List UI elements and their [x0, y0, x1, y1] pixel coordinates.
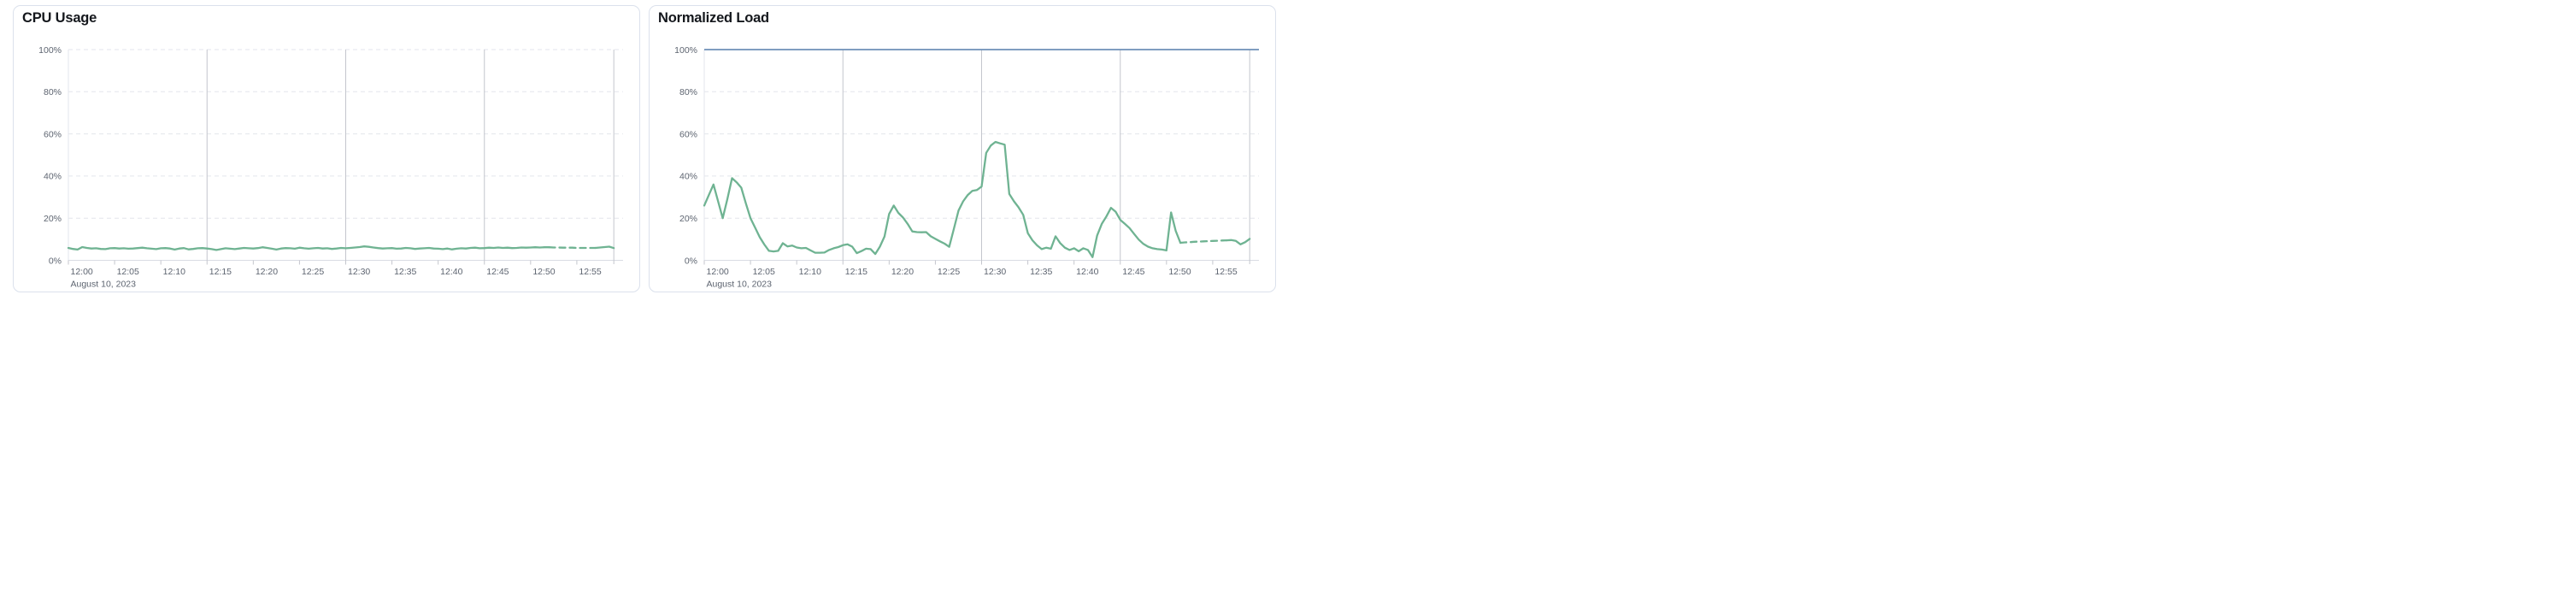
y-tick-label: 20% — [679, 214, 697, 224]
y-tick-label: 100% — [674, 45, 697, 56]
x-tick-label: 12:55 — [579, 267, 601, 277]
cpu-usage-chart[interactable]: 100% 80% 60% 40% 20% 0% 12:00 12:05 12:10 12:15 12… — [14, 6, 640, 292]
x-tick-label: 12:10 — [163, 267, 185, 277]
x-tick-label: 12:30 — [984, 267, 1006, 277]
x-tick-label: 12:50 — [1168, 267, 1191, 277]
x-axis-date-label: August 10, 2023 — [71, 280, 137, 290]
metrics-dashboard: CPU Usage 100% 80% 60% 40% 20% 0% 12:00 12:05 12… — [0, 0, 1288, 304]
x-tick-label: 12:25 — [302, 267, 324, 277]
cpu-usage-chart-title: CPU Usage — [22, 10, 97, 26]
normalized-load-card: Normalized Load 100% 80% 60% 40% 20% 0% 12:00 1… — [649, 5, 1276, 292]
x-tick-label: 12:05 — [117, 267, 139, 277]
cpu-usage-line-solid — [67, 245, 550, 251]
x-tick-label: 12:50 — [532, 267, 555, 277]
normalized-load-line-solid-end — [1225, 238, 1251, 245]
y-tick-label: 60% — [679, 129, 697, 139]
cpu-usage-line-dashed-gap — [548, 246, 597, 250]
x-tick-label: 12:20 — [891, 267, 914, 277]
normalized-load-line-dashed-gap — [1179, 239, 1228, 245]
x-tick-label: 12:00 — [707, 267, 729, 277]
y-tick-label: 80% — [679, 87, 697, 97]
x-tick-label: 12:15 — [209, 267, 232, 277]
y-tick-label: 40% — [44, 172, 62, 182]
x-tick-label: 12:40 — [440, 267, 462, 277]
x-tick-label: 12:05 — [753, 267, 775, 277]
x-tick-label: 12:35 — [394, 267, 416, 277]
x-tick-label: 12:45 — [1122, 267, 1144, 277]
y-tick-label: 20% — [44, 214, 62, 224]
y-tick-label: 0% — [49, 256, 62, 266]
y-tick-label: 100% — [38, 45, 62, 56]
x-tick-label: 12:55 — [1214, 267, 1237, 277]
x-tick-label: 12:00 — [71, 267, 93, 277]
cpu-usage-line-solid-end — [594, 245, 615, 250]
x-tick-label: 12:35 — [1030, 267, 1052, 277]
x-tick-label: 12:25 — [938, 267, 960, 277]
x-tick-label: 12:20 — [256, 267, 278, 277]
y-tick-label: 0% — [685, 256, 697, 266]
x-tick-label: 12:30 — [348, 267, 370, 277]
normalized-load-line-solid — [703, 140, 1182, 258]
x-axis-date-label: August 10, 2023 — [707, 280, 773, 290]
x-tick-label: 12:40 — [1076, 267, 1098, 277]
normalized-load-chart-title: Normalized Load — [658, 10, 769, 26]
y-tick-label: 40% — [679, 172, 697, 182]
x-tick-label: 12:45 — [486, 267, 509, 277]
x-tick-label: 12:15 — [845, 267, 867, 277]
normalized-load-chart[interactable]: 100% 80% 60% 40% 20% 0% 12:00 12:05 12:10 12:15 12… — [650, 6, 1276, 292]
y-tick-label: 60% — [44, 129, 62, 139]
y-tick-label: 80% — [44, 87, 62, 97]
cpu-usage-card: CPU Usage 100% 80% 60% 40% 20% 0% 12:00 12:05 12… — [13, 5, 640, 292]
x-tick-label: 12:10 — [799, 267, 821, 277]
